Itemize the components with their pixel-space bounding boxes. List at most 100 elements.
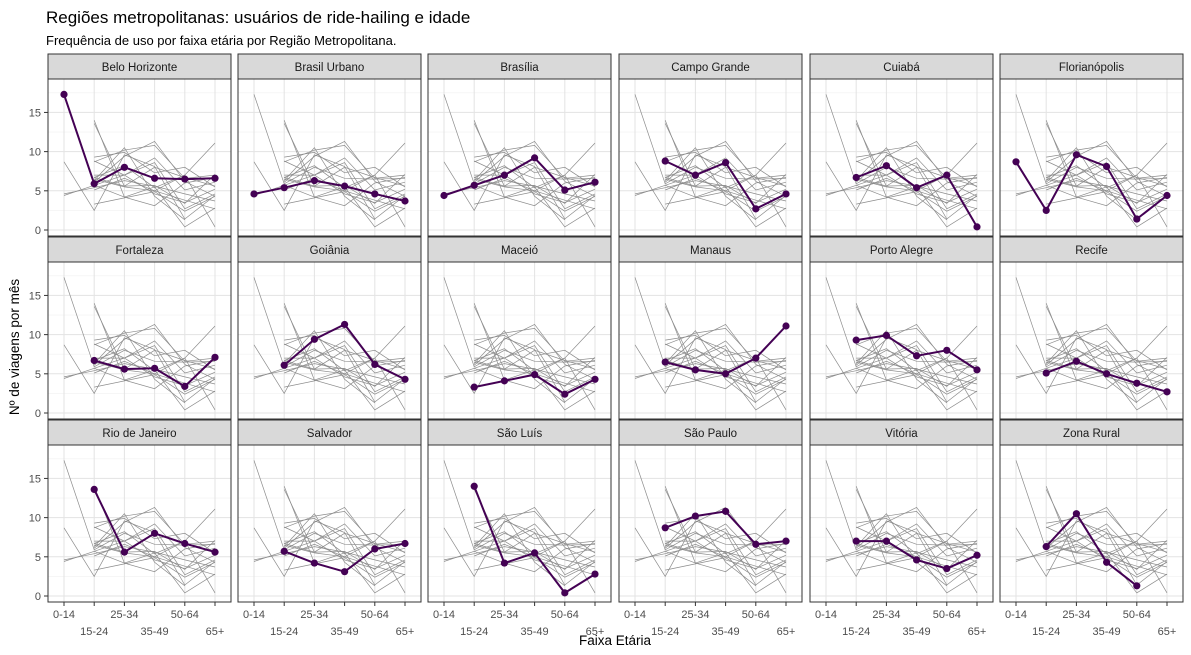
data-point: [371, 545, 379, 553]
background-line-sao-paulo: [284, 145, 406, 179]
data-point: [250, 190, 258, 198]
background-line-vitoria: [856, 357, 978, 386]
data-point: [752, 354, 760, 362]
data-point: [973, 366, 981, 374]
background-line-brasilia: [253, 523, 406, 562]
panel-belo-horizonte: Belo Horizonte: [47, 53, 232, 237]
facet-strip: [618, 419, 803, 446]
background-line-florianopolis: [634, 154, 787, 220]
y-tick-label: 0: [35, 408, 41, 420]
data-point: [661, 157, 669, 165]
x-tick-label: 50-64: [933, 609, 961, 621]
x-tick-label: 35-49: [712, 626, 740, 638]
chart-title: Regiões metropolitanas: usuários de ride…: [46, 8, 470, 27]
data-point: [401, 375, 409, 383]
panel-background: [48, 79, 231, 236]
background-line-fortaleza: [284, 357, 406, 387]
background-line-sao-paulo: [94, 328, 216, 362]
y-tick-label: 0: [35, 225, 41, 237]
facet-strip: [427, 53, 612, 80]
data-point: [973, 223, 981, 231]
x-tick-label: 15-24: [270, 626, 298, 638]
chart-subtitle: Frequência de uso por faixa etária por R…: [46, 33, 397, 48]
data-point: [181, 539, 189, 548]
background-line-vitoria: [94, 174, 216, 203]
background-series: [63, 120, 216, 228]
facet-strip-label: Recife: [1075, 245, 1108, 257]
background-line-maceio: [474, 557, 596, 578]
background-line-brasilia: [1015, 340, 1168, 379]
background-line-maceio: [284, 374, 406, 395]
background-line-salvador: [665, 177, 787, 207]
panel-background: [619, 262, 802, 419]
facet-panels: Belo Horizonte Brasil Urbano Brasília Campo…: [47, 53, 1184, 603]
panel-florianopolis: Florianópolis: [999, 53, 1184, 237]
background-series: [443, 460, 596, 594]
background-line-vitoria: [94, 540, 216, 569]
facet-strip-label: Maceió: [501, 245, 538, 257]
background-line-recife: [1046, 177, 1168, 210]
background-line-sao-luis: [93, 486, 216, 594]
background-line-brasil-urbano: [1015, 363, 1168, 385]
background-line-fortaleza: [94, 174, 216, 204]
data-point: [973, 551, 981, 559]
background-line-brasilia: [634, 157, 787, 196]
y-tick-label: 10: [29, 147, 41, 159]
background-line-fortaleza: [665, 540, 787, 570]
facet-strip-label: Cuiabá: [883, 62, 920, 74]
background-line-vitoria: [474, 540, 596, 569]
panel-sao-paulo: São Paulo: [618, 419, 803, 603]
facet-strip: [809, 419, 994, 446]
facet-strip: [237, 419, 422, 446]
x-tick-label: 35-49: [521, 626, 549, 638]
data-point: [561, 390, 569, 398]
panel-background: [238, 262, 421, 419]
data-point: [310, 559, 318, 567]
facet-strip-label: São Paulo: [684, 428, 737, 440]
background-line-fortaleza: [1046, 174, 1168, 204]
data-point: [90, 180, 98, 188]
background-line-recife: [665, 543, 787, 576]
panel-border: [47, 78, 232, 237]
background-line-sao-luis: [93, 120, 216, 228]
facet-strip: [237, 236, 422, 263]
panel-salvador: Salvador: [237, 419, 422, 603]
panel-border: [427, 78, 612, 237]
background-line-fortaleza: [94, 540, 216, 570]
background-line-rio-de-janeiro: [855, 489, 978, 553]
data-point: [401, 197, 409, 205]
facet-strip-label: Manaus: [690, 245, 731, 257]
background-line-rio-de-janeiro: [664, 489, 787, 553]
data-point: [913, 184, 921, 192]
x-tick-label: 35-49: [141, 626, 169, 638]
background-line-brasilia: [253, 157, 406, 196]
data-point: [882, 331, 891, 340]
background-line-brasil-urbano: [634, 363, 787, 385]
background-line-zona-rural: [664, 330, 757, 404]
background-line-zona-rural: [473, 330, 566, 404]
data-point: [591, 375, 599, 383]
facet-strip-label: Florianópolis: [1059, 62, 1124, 74]
panel-brasilia: Brasília: [427, 53, 612, 237]
background-line-cuiaba: [94, 531, 216, 594]
background-line-rio-de-janeiro: [283, 123, 406, 187]
background-line-rio-de-janeiro: [855, 123, 978, 187]
x-tick-label: 0-14: [1005, 609, 1027, 621]
data-point: [120, 548, 128, 556]
background-line-florianopolis: [253, 154, 406, 220]
background-line-brasil-urbano: [63, 180, 216, 202]
background-line-zona-rural: [1045, 330, 1138, 404]
x-tick-label: 25-34: [872, 609, 900, 621]
highlight-line: [253, 179, 406, 202]
background-series: [443, 277, 596, 411]
highlight-line: [1045, 512, 1138, 587]
panel-fortaleza: Fortaleza: [47, 236, 232, 420]
background-line-brasil-urbano: [1015, 546, 1168, 568]
background-line-sao-luis: [473, 120, 596, 228]
background-line-sao-paulo: [856, 511, 978, 545]
data-point: [1103, 558, 1111, 566]
y-tick-label: 15: [29, 107, 41, 119]
panel-border: [427, 261, 612, 420]
panel-background: [428, 445, 611, 602]
